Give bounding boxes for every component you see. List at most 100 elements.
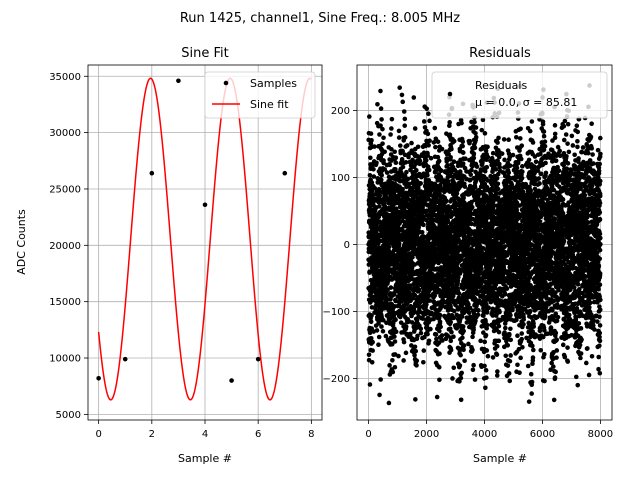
residual-point <box>502 157 507 163</box>
residual-point <box>409 343 414 348</box>
residual-point <box>436 364 442 370</box>
residual-point <box>413 397 418 402</box>
residual-point <box>448 154 453 160</box>
residual-point <box>474 164 480 169</box>
sine-fit-legend: Samples Sine fit <box>204 71 316 119</box>
residual-point <box>461 195 466 201</box>
residual-point <box>409 140 414 146</box>
residual-point <box>389 146 394 152</box>
residual-point <box>414 363 419 368</box>
residual-point <box>393 160 399 166</box>
residual-point <box>369 137 374 143</box>
residual-point <box>415 333 420 339</box>
residual-point <box>391 320 396 326</box>
residual-point <box>377 193 382 198</box>
residual-point <box>402 123 408 128</box>
residual-point <box>460 143 465 149</box>
residual-point <box>380 141 385 146</box>
residual-point <box>369 305 375 310</box>
residual-point <box>376 204 382 209</box>
residual-point <box>454 191 460 196</box>
residual-point <box>416 185 421 191</box>
residual-point <box>458 352 463 358</box>
sine-fit-ytick-label: 20000 <box>49 241 81 252</box>
residual-point <box>387 162 393 168</box>
residual-point <box>381 160 386 166</box>
sample-point <box>122 356 128 362</box>
residual-point <box>447 120 452 125</box>
residual-point <box>409 320 415 325</box>
sine-fit-ytick-label: 10000 <box>49 354 81 365</box>
residual-point <box>473 134 479 140</box>
residual-point <box>419 229 425 235</box>
residual-point <box>460 335 465 341</box>
residual-point <box>458 375 464 381</box>
residual-point <box>388 132 393 137</box>
residual-point <box>486 305 491 310</box>
residual-point <box>457 169 463 174</box>
residual-point <box>413 348 419 354</box>
residual-point <box>381 317 386 323</box>
residual-point <box>494 176 500 181</box>
residual-point <box>421 348 427 353</box>
residual-point <box>438 168 444 173</box>
residual-point <box>507 358 513 364</box>
residual-point <box>414 358 420 364</box>
residual-point <box>504 286 510 291</box>
residual-point <box>455 278 461 283</box>
residual-point <box>432 125 438 131</box>
residual-point <box>426 338 432 344</box>
residual-point <box>396 353 401 359</box>
residual-point <box>423 157 429 163</box>
residual-point <box>376 342 381 348</box>
residual-point <box>451 308 457 314</box>
residual-point <box>460 324 466 329</box>
residual-point <box>479 266 484 272</box>
residual-point <box>371 174 377 179</box>
sine-fit-xtick-label: 8 <box>308 429 314 440</box>
residual-point <box>448 319 453 325</box>
residual-point <box>378 177 384 183</box>
residual-point <box>417 158 423 164</box>
residual-point <box>367 114 372 119</box>
residual-point <box>420 316 426 321</box>
residual-point <box>421 119 427 124</box>
residual-point <box>371 166 376 172</box>
residual-point <box>404 169 409 175</box>
residual-point <box>466 310 472 316</box>
residual-point <box>460 150 466 155</box>
residuals-title: Residuals <box>469 46 531 61</box>
residual-point <box>368 155 373 161</box>
residual-point <box>396 241 402 246</box>
residual-point <box>495 369 500 374</box>
residual-point <box>425 331 430 337</box>
residual-point <box>376 214 382 220</box>
residual-point <box>424 106 430 111</box>
residual-point <box>368 319 374 325</box>
residual-point <box>503 325 508 331</box>
sine-fit-legend-box <box>204 71 316 119</box>
residual-point <box>445 218 451 223</box>
residual-point <box>404 143 410 148</box>
residual-point <box>478 338 483 344</box>
residual-point <box>401 358 406 363</box>
residual-point <box>425 153 431 158</box>
sine-fit-xtick-label: 0 <box>95 429 101 440</box>
residual-point <box>466 301 471 307</box>
residual-point <box>402 135 408 140</box>
residual-point <box>503 353 509 359</box>
residual-point <box>389 126 394 131</box>
residual-point <box>403 350 409 356</box>
residual-point <box>508 326 513 332</box>
residual-point <box>495 140 500 145</box>
residual-point <box>437 351 442 357</box>
residual-point <box>451 334 456 340</box>
residual-point <box>435 139 441 144</box>
sine-fit-data <box>96 77 312 401</box>
sine-fit-xtick-label: 2 <box>149 429 155 440</box>
residual-point <box>399 156 405 162</box>
residual-point <box>472 145 478 151</box>
residual-point <box>401 339 407 345</box>
residual-point <box>499 151 505 156</box>
